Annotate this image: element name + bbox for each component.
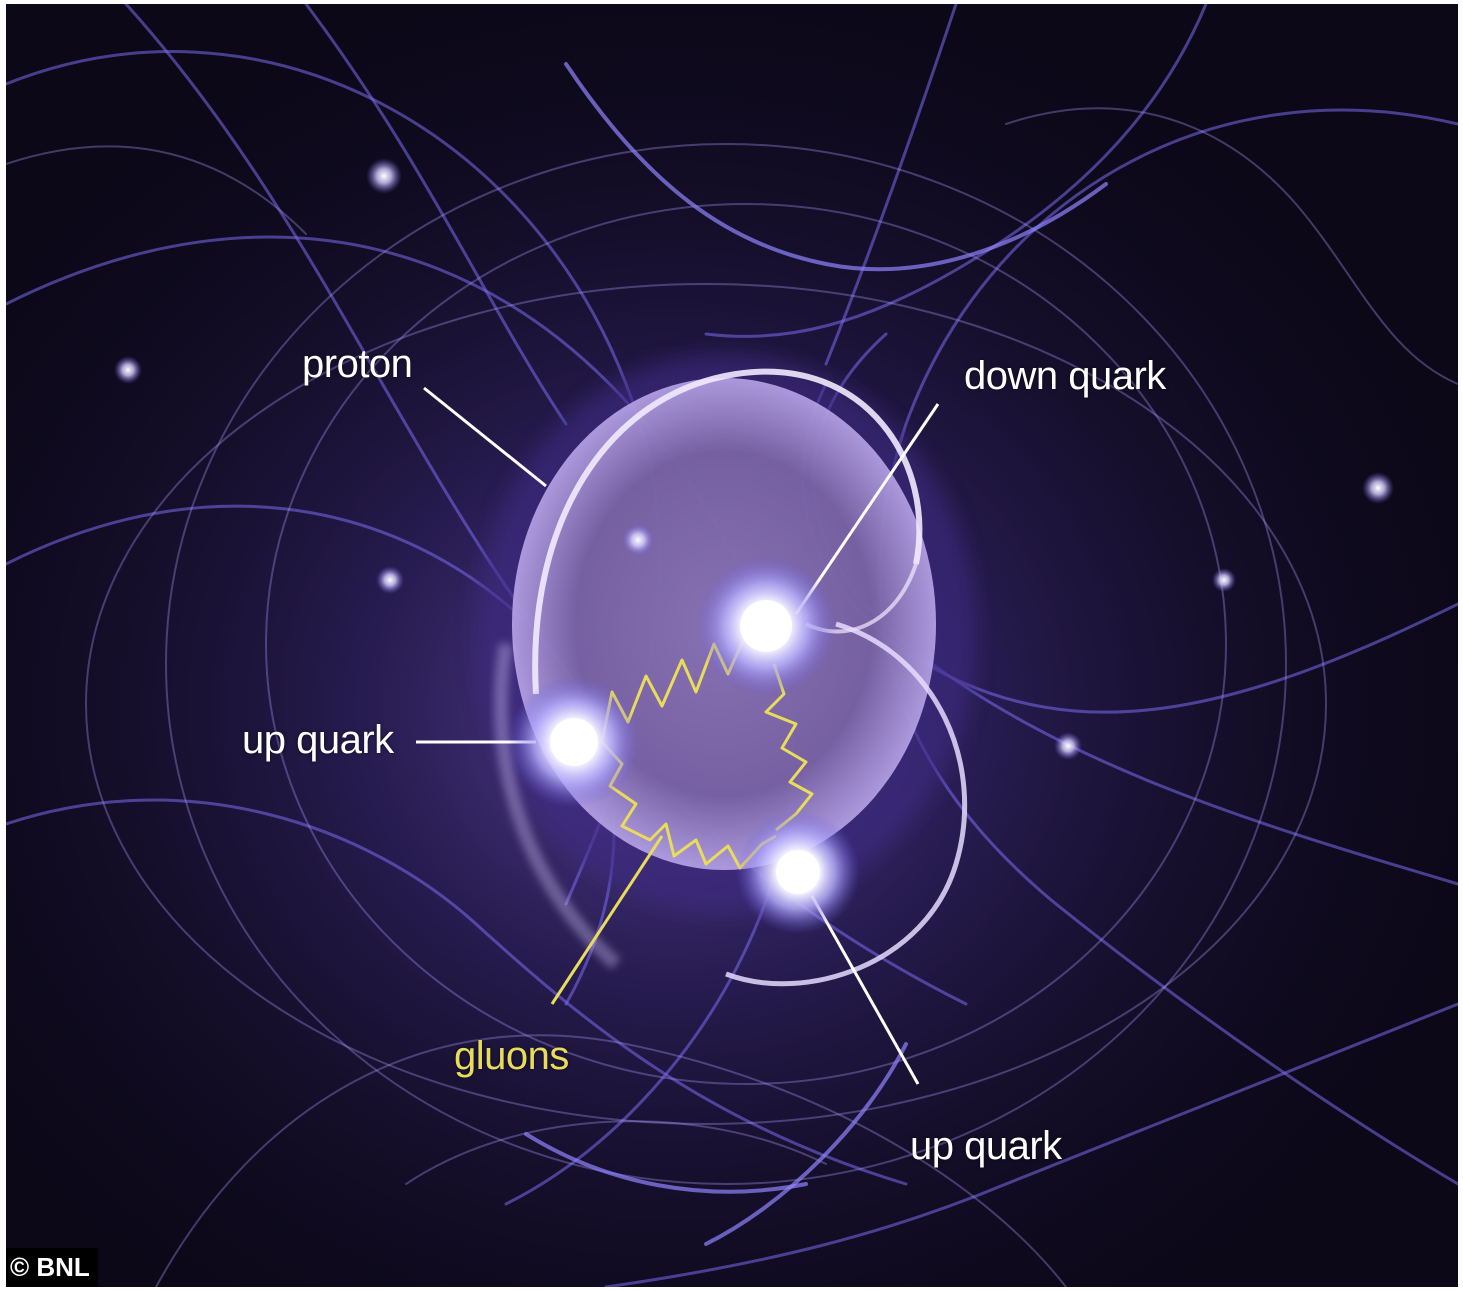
label-up-quark-bottom: up quark (910, 1124, 1062, 1168)
label-down-quark: down quark (964, 354, 1166, 398)
down-quark-pointer (794, 403, 940, 615)
up-quark-bottom-pointer (810, 895, 920, 1085)
gluons-pointer (550, 835, 664, 1005)
proton-illustration: proton down quark up quark up quark gluo… (6, 4, 1458, 1287)
label-up-quark-left: up quark (242, 718, 394, 762)
quarks (508, 556, 860, 934)
credit-badge: © BNL (6, 1248, 98, 1287)
stars (114, 158, 1394, 760)
proton-artwork (6, 4, 1458, 1287)
label-gluons: gluons (454, 1034, 569, 1078)
label-proton: proton (302, 342, 413, 386)
pointer-lines (416, 386, 940, 1085)
proton-pointer (423, 386, 547, 488)
